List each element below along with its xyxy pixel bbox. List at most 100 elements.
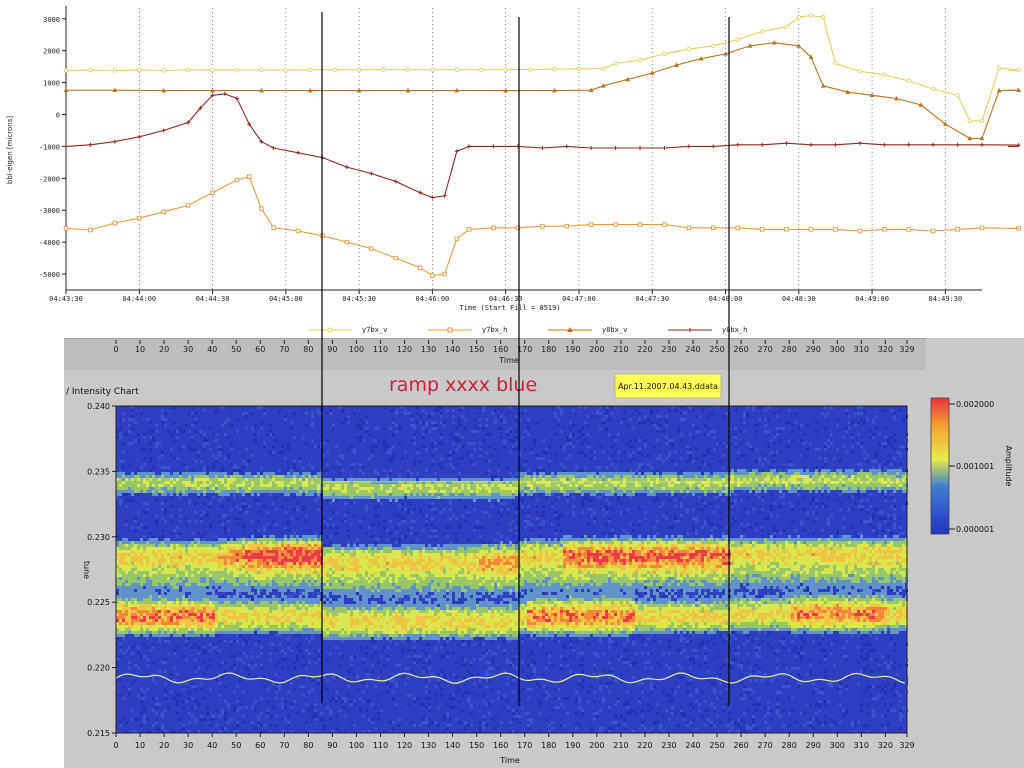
heatmap-cell (326, 574, 329, 577)
heatmap-cell (332, 484, 335, 487)
heatmap-cell (140, 628, 143, 631)
heatmap-noise (362, 472, 365, 475)
heatmap-cell (242, 622, 245, 625)
heatmap-cell (140, 625, 143, 628)
heatmap-noise (170, 433, 173, 436)
heatmap-cell (134, 487, 137, 490)
heatmap-cell (359, 583, 362, 586)
heatmap-cell (152, 622, 155, 625)
heatmap-noise (404, 520, 407, 523)
heatmap-cell (308, 475, 311, 478)
heatmap-cell (215, 613, 218, 616)
heatmap-noise (263, 409, 266, 412)
heatmap-cell (233, 586, 236, 589)
heatmap-cell (167, 484, 170, 487)
heatmap-cell (158, 556, 161, 559)
heatmap-cell (173, 481, 176, 484)
heatmap-cell (194, 625, 197, 628)
heatmap-cell (158, 601, 161, 604)
heatmap-cell (404, 562, 407, 565)
heatmap-cell (188, 610, 191, 613)
heatmap-cell (392, 553, 395, 556)
heatmap-cell (398, 559, 401, 562)
heatmap-cell (407, 616, 410, 619)
heatmap-cell (209, 580, 212, 583)
heatmap-noise (215, 679, 218, 682)
heatmap-cell (305, 622, 308, 625)
heatmap-noise (326, 706, 329, 709)
heatmap-cell (356, 559, 359, 562)
heatmap-noise (392, 421, 395, 424)
heatmap-cell (140, 490, 143, 493)
heatmap-cell (266, 586, 269, 589)
heatmap-cell (236, 553, 239, 556)
heatmap-noise (158, 670, 161, 673)
heatmap-noise (230, 406, 233, 409)
heatmap-noise (167, 430, 170, 433)
heatmap-cell (170, 562, 173, 565)
heatmap-noise (224, 457, 227, 460)
heatmap-noise (170, 496, 173, 499)
heatmap-cell (392, 550, 395, 553)
heatmap-cell (377, 481, 380, 484)
heatmap-cell (356, 619, 359, 622)
heatmap-cell (224, 583, 227, 586)
heatmap-noise (407, 703, 410, 706)
heatmap-cell (236, 481, 239, 484)
heatmap-cell (314, 535, 317, 538)
heatmap-cell (209, 586, 212, 589)
heatmap-cell (239, 625, 242, 628)
heatmap-cell (194, 622, 197, 625)
heatmap-cell (173, 484, 176, 487)
heatmap-cell (251, 610, 254, 613)
heatmap-cell (281, 565, 284, 568)
heatmap-cell (206, 583, 209, 586)
heatmap-cell (161, 571, 164, 574)
heatmap-cell (194, 472, 197, 475)
heatmap-cell (215, 607, 218, 610)
heatmap-cell (359, 628, 362, 631)
heatmap-noise (191, 406, 194, 409)
heatmap-cell (161, 586, 164, 589)
heatmap-cell (389, 619, 392, 622)
heatmap-noise (164, 412, 167, 415)
heatmap-noise (230, 472, 233, 475)
heatmap-noise (218, 673, 221, 676)
heatmap-cell (146, 487, 149, 490)
heatmap-noise (188, 712, 191, 715)
heatmap-cell (212, 475, 215, 478)
heatmap-cell (248, 613, 251, 616)
heatmap-noise (218, 454, 221, 457)
heatmap-cell (257, 553, 260, 556)
heatmap-cell (137, 550, 140, 553)
heatmap-noise (251, 655, 254, 658)
heatmap-cell (395, 565, 398, 568)
heatmap-cell (122, 565, 125, 568)
heatmap-cell (287, 628, 290, 631)
heatmap-cell (122, 580, 125, 583)
heatmap-cell (296, 547, 299, 550)
heatmap-cell (224, 490, 227, 493)
heatmap-cell (179, 547, 182, 550)
heatmap-cell (362, 547, 365, 550)
heatmap-cell (251, 481, 254, 484)
heatmap-cell (128, 547, 131, 550)
heatmap-cell (182, 616, 185, 619)
heatmap-cell (344, 562, 347, 565)
heatmap-noise (116, 592, 119, 595)
heatmap-noise (341, 706, 344, 709)
heatmap-cell (251, 580, 254, 583)
heatmap-cell (206, 562, 209, 565)
heatmap-cell (395, 592, 398, 595)
heatmap-cell (179, 565, 182, 568)
heatmap-cell (311, 586, 314, 589)
heatmap-cell (368, 592, 371, 595)
heatmap-cell (173, 580, 176, 583)
heatmap-cell (182, 487, 185, 490)
heatmap-cell (398, 493, 401, 496)
heatmap-cell (200, 592, 203, 595)
heatmap-noise (188, 502, 191, 505)
heatmap-cell (404, 631, 407, 634)
heatmap-cell (116, 472, 119, 475)
heatmap-cell (347, 628, 350, 631)
